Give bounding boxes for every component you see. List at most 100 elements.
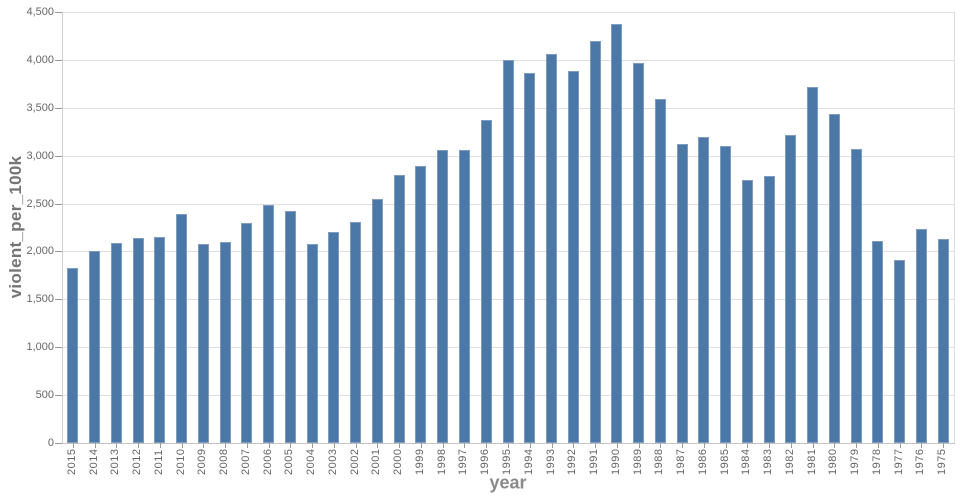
y-tick-500 bbox=[55, 395, 62, 397]
bar-2008 bbox=[219, 241, 231, 443]
bar-2001 bbox=[371, 198, 383, 443]
x-tick-label-1985: 1985 bbox=[718, 449, 731, 476]
x-tick-label-1993: 1993 bbox=[544, 449, 557, 476]
x-tick-label-1995: 1995 bbox=[501, 449, 513, 476]
x-tick-label-1994: 1994 bbox=[522, 449, 535, 476]
x-tick-label-2000: 2000 bbox=[392, 449, 405, 476]
y-tick-label: 2,500 bbox=[26, 197, 54, 210]
x-tick-label-2004: 2004 bbox=[305, 449, 318, 476]
bar-2006 bbox=[263, 204, 275, 443]
x-tick-1990 bbox=[616, 443, 618, 448]
x-tick-label-2012: 2012 bbox=[131, 449, 144, 476]
x-tick-2010 bbox=[181, 443, 183, 448]
x-tick-1975 bbox=[943, 443, 945, 448]
x-tick-label-2014: 2014 bbox=[87, 449, 100, 476]
y-tick-0 bbox=[55, 443, 62, 444]
x-tick-label-1992: 1992 bbox=[566, 449, 579, 476]
x-tick-2002 bbox=[355, 443, 357, 448]
y-tick-4500 bbox=[55, 12, 62, 13]
x-tick-1995 bbox=[508, 443, 509, 448]
bar-1993 bbox=[546, 54, 557, 443]
bar-1991 bbox=[589, 40, 601, 443]
x-tick-1980 bbox=[834, 443, 836, 448]
x-tick-label-1976: 1976 bbox=[914, 449, 927, 476]
y-tick-1500 bbox=[55, 299, 62, 301]
y-tick-label: 1,500 bbox=[26, 293, 54, 306]
x-tick-1994 bbox=[529, 443, 531, 448]
gridline-4500 bbox=[62, 12, 954, 13]
bar-1985 bbox=[720, 146, 732, 443]
x-tick-1989 bbox=[638, 443, 640, 448]
x-tick-label-1990: 1990 bbox=[609, 449, 622, 476]
y-tick-1000 bbox=[55, 347, 62, 349]
x-tick-1993 bbox=[551, 443, 553, 448]
x-tick-label-1986: 1986 bbox=[696, 449, 709, 476]
bar-2013 bbox=[110, 242, 122, 443]
bar-1997 bbox=[458, 149, 470, 443]
x-tick-2011 bbox=[159, 443, 161, 448]
x-tick-label-1980: 1980 bbox=[827, 449, 840, 476]
y-tick-label: 500 bbox=[35, 389, 54, 402]
bar-1987 bbox=[676, 144, 688, 443]
bar-2010 bbox=[176, 214, 188, 443]
bar-1995 bbox=[502, 59, 514, 443]
x-axis-title: year bbox=[489, 472, 527, 493]
x-tick-label-2005: 2005 bbox=[283, 449, 296, 476]
bar-2005 bbox=[284, 211, 296, 443]
x-tick-label-1988: 1988 bbox=[653, 449, 666, 476]
y-tick-label: 4,000 bbox=[26, 53, 54, 66]
bar-1978 bbox=[872, 240, 884, 443]
x-tick-1992 bbox=[573, 443, 575, 448]
bar-1988 bbox=[654, 99, 666, 443]
x-tick-2012 bbox=[138, 443, 140, 448]
x-tick-label-2002: 2002 bbox=[348, 449, 361, 476]
bar-1982 bbox=[785, 134, 797, 443]
x-tick-1977 bbox=[899, 443, 901, 448]
x-tick-1986 bbox=[703, 443, 705, 448]
x-tick-label-2008: 2008 bbox=[218, 449, 231, 476]
x-tick-1997 bbox=[464, 443, 466, 448]
x-tick-label-2007: 2007 bbox=[239, 449, 252, 476]
x-tick-1988 bbox=[660, 443, 662, 448]
bar-2002 bbox=[350, 221, 362, 443]
y-tick-label: 4,500 bbox=[26, 6, 54, 18]
bar-1999 bbox=[415, 166, 427, 443]
bar-1975 bbox=[937, 238, 949, 443]
x-tick-2006 bbox=[268, 443, 270, 448]
x-tick-2013 bbox=[116, 443, 118, 448]
x-tick-label-2015: 2015 bbox=[65, 449, 78, 476]
x-tick-1999 bbox=[420, 443, 422, 448]
x-tick-label-2009: 2009 bbox=[196, 449, 209, 476]
y-tick-3000 bbox=[55, 155, 62, 157]
bar-1983 bbox=[763, 175, 775, 443]
x-tick-label-2011: 2011 bbox=[152, 449, 165, 475]
x-tick-1987 bbox=[682, 443, 684, 448]
bar-1976 bbox=[915, 229, 927, 443]
x-tick-1982 bbox=[790, 443, 792, 448]
y-tick-3500 bbox=[55, 107, 62, 109]
bar-1980 bbox=[828, 113, 840, 443]
x-tick-1976 bbox=[921, 443, 923, 448]
x-tick-1978 bbox=[877, 443, 879, 448]
x-tick-2000 bbox=[399, 443, 401, 448]
x-tick-1981 bbox=[812, 443, 814, 448]
x-tick-label-1978: 1978 bbox=[870, 449, 883, 476]
bar-1981 bbox=[807, 86, 819, 443]
x-tick-label-1983: 1983 bbox=[762, 449, 775, 476]
x-tick-label-1989: 1989 bbox=[631, 449, 644, 476]
x-tick-2001 bbox=[377, 443, 379, 448]
x-tick-2008 bbox=[225, 443, 227, 448]
bar-1979 bbox=[850, 148, 862, 443]
bar-2014 bbox=[89, 251, 101, 443]
x-tick-label-2001: 2001 bbox=[370, 449, 383, 476]
bar-1994 bbox=[524, 73, 536, 443]
x-tick-1985 bbox=[725, 443, 727, 448]
bar-1989 bbox=[633, 62, 645, 443]
x-tick-label-1991: 1991 bbox=[588, 449, 601, 476]
bar-1986 bbox=[698, 136, 710, 443]
y-tick-label: 1,000 bbox=[26, 341, 54, 354]
bar-1984 bbox=[741, 179, 753, 443]
x-tick-1983 bbox=[769, 443, 771, 448]
